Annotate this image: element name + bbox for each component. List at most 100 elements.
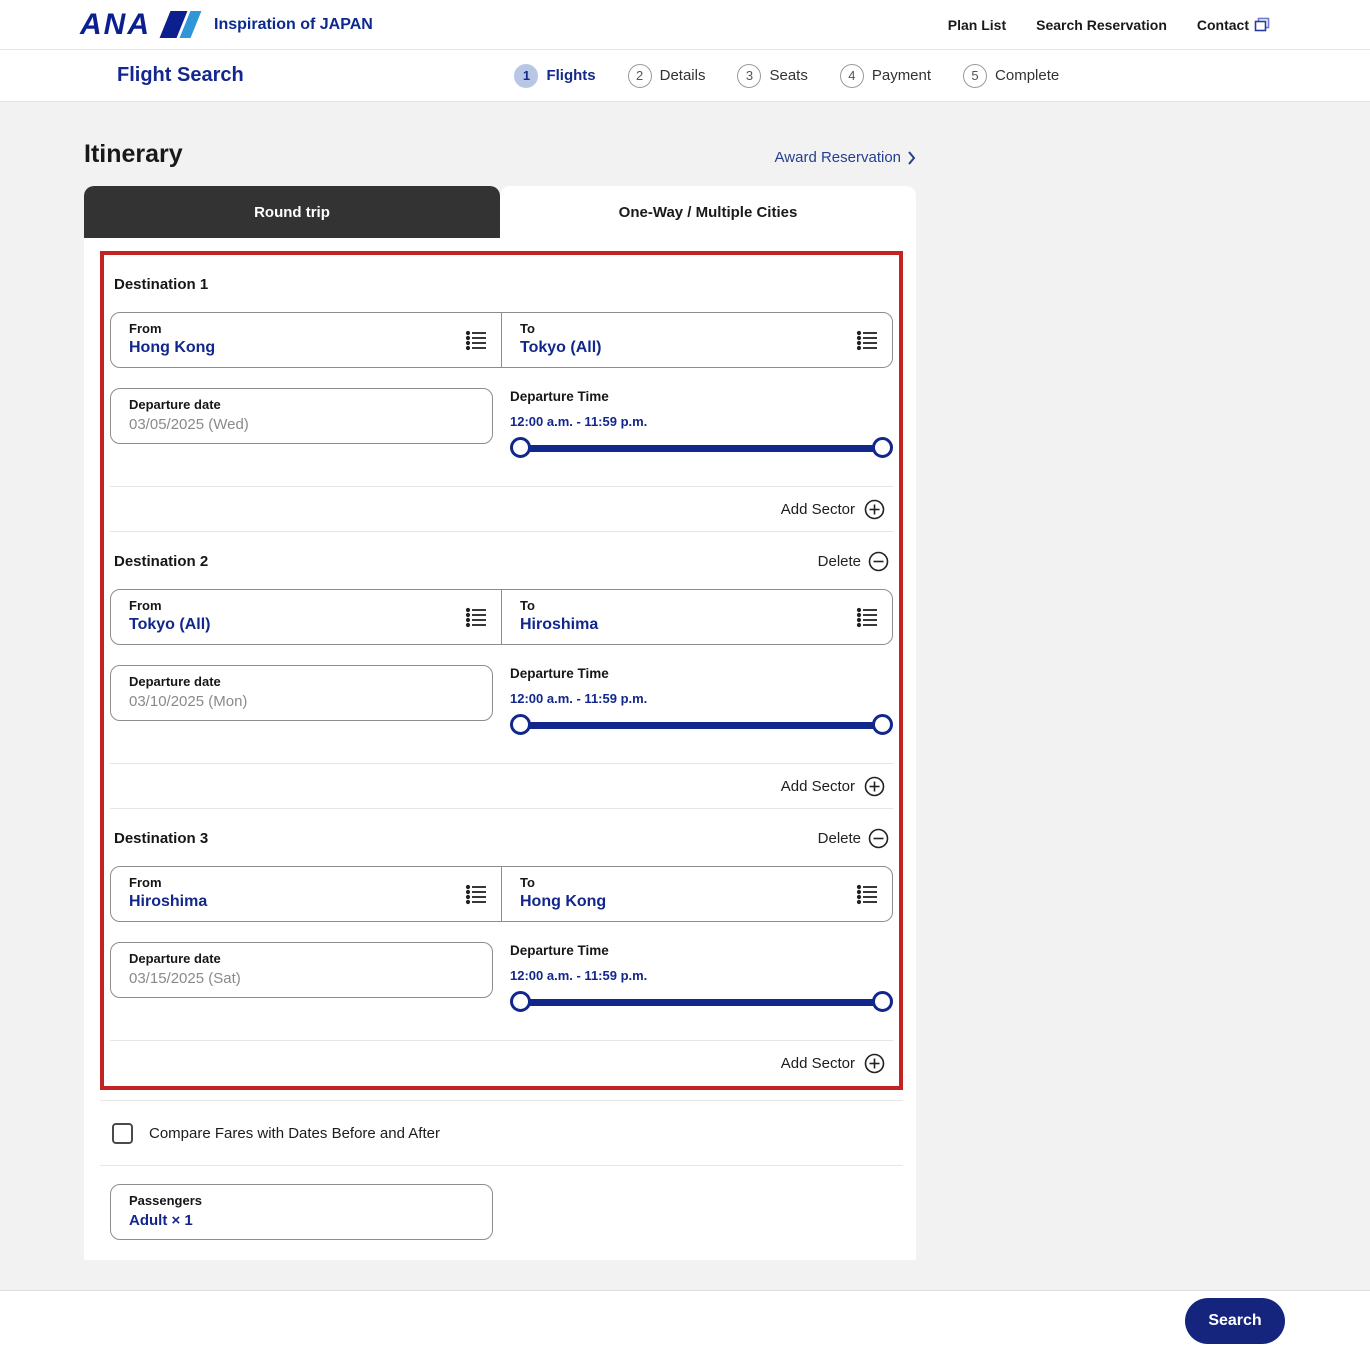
award-reservation-link[interactable]: Award Reservation — [775, 149, 916, 169]
ana-logo[interactable]: ANA Inspiration of JAPAN — [80, 7, 373, 41]
compare-fares-label: Compare Fares with Dates Before and Afte… — [149, 1124, 440, 1142]
to-label: To — [520, 598, 535, 613]
delete-destination-2-button[interactable]: Delete — [818, 551, 889, 572]
passengers-section: Passengers Adult × 1 — [100, 1166, 903, 1260]
delete-label: Delete — [817, 829, 861, 847]
compare-fares-row: Compare Fares with Dates Before and Afte… — [100, 1100, 903, 1166]
step-complete-number: 5 — [963, 63, 988, 88]
step-payment-label: Payment — [871, 67, 932, 84]
departure-time-range: 12:00 a.m. - 11:59 p.m. — [510, 414, 648, 429]
destination-2-from-field[interactable]: From Tokyo (All) — [111, 590, 501, 644]
add-sector-button[interactable]: Add Sector — [781, 1053, 885, 1074]
passengers-label: Passengers — [129, 1193, 202, 1208]
slider-track — [520, 445, 883, 452]
step-details: 2 Details — [627, 63, 706, 88]
nav-contact[interactable]: Contact — [1197, 17, 1270, 33]
nav-plan-list[interactable]: Plan List — [948, 17, 1006, 33]
destination-3-departure-date-field[interactable]: Departure date 03/15/2025 (Sat) — [110, 942, 493, 998]
footer-bar: Search — [0, 1290, 1370, 1350]
top-nav: Plan List Search Reservation Contact — [948, 17, 1270, 33]
from-value: Hong Kong — [129, 339, 216, 356]
destination-3-fromto: From Hiroshima To — [110, 866, 893, 922]
slider-track — [520, 722, 883, 729]
destination-1-date-time-row: Departure date 03/05/2025 (Wed) Departur… — [110, 388, 893, 459]
slider-handle-max[interactable] — [872, 714, 893, 735]
nav-plan-list-label: Plan List — [947, 16, 1007, 33]
add-sector-button[interactable]: Add Sector — [781, 499, 885, 520]
itinerary-card: Destination 1 From Hong Kong — [84, 238, 916, 1260]
search-button[interactable]: Search — [1185, 1298, 1285, 1344]
nav-search-reservation[interactable]: Search Reservation — [1036, 17, 1167, 33]
destination-2-departure-date-field[interactable]: Departure date 03/10/2025 (Mon) — [110, 665, 493, 721]
brand-tagline: Inspiration of JAPAN — [214, 15, 373, 33]
destination-1-section: Destination 1 From Hong Kong — [110, 255, 893, 532]
from-label: From — [129, 875, 162, 890]
departure-date-label: Departure date — [129, 674, 221, 689]
delete-destination-3-button[interactable]: Delete — [818, 828, 889, 849]
passengers-value: Adult × 1 — [129, 1212, 193, 1229]
plus-circle-icon — [864, 776, 885, 797]
destination-1-header: Destination 1 — [110, 269, 893, 299]
departure-date-label: Departure date — [129, 397, 221, 412]
step-seats: 3 Seats — [737, 63, 808, 88]
step-details-number: 2 — [627, 63, 652, 88]
add-sector-button[interactable]: Add Sector — [781, 776, 885, 797]
main-content: Itinerary Award Reservation Round trip O… — [84, 102, 916, 1260]
progress-bar: Flight Search 1 Flights 2 Details 3 Seat… — [0, 50, 1370, 102]
destination-1-fromto: From Hong Kong To — [110, 312, 893, 368]
departure-time-range: 12:00 a.m. - 11:59 p.m. — [510, 691, 648, 706]
page-title: Flight Search — [117, 64, 244, 86]
destination-2-add-sector-row: Add Sector — [110, 763, 893, 809]
from-value: Hiroshima — [129, 893, 208, 910]
destination-1-to-field[interactable]: To Tokyo (All) — [501, 313, 892, 367]
slider-handle-min[interactable] — [510, 437, 531, 458]
tab-round-trip[interactable]: Round trip — [84, 186, 500, 238]
destination-3-section: Destination 3 Delete From Hiroshima — [110, 809, 893, 1086]
slider-handle-max[interactable] — [872, 991, 893, 1012]
destination-2-section: Destination 2 Delete From Tokyo (All) — [110, 532, 893, 809]
plus-circle-icon — [864, 1053, 885, 1074]
destination-3-from-field[interactable]: From Hiroshima — [111, 867, 501, 921]
slider-handle-min[interactable] — [510, 991, 531, 1012]
destination-3-departure-time: Departure Time 12:00 a.m. - 11:59 p.m. — [510, 942, 893, 1013]
chevron-right-icon — [907, 150, 916, 165]
external-window-icon — [1254, 17, 1270, 32]
slider-handle-min[interactable] — [510, 714, 531, 735]
step-flights: 1 Flights — [514, 63, 596, 88]
passengers-field[interactable]: Passengers Adult × 1 — [110, 1184, 493, 1240]
nav-contact-label: Contact — [1196, 16, 1249, 33]
step-payment: 4 Payment — [839, 63, 932, 88]
departure-time-label: Departure Time — [510, 389, 609, 404]
tab-one-way-multiple-cities[interactable]: One-Way / Multiple Cities — [500, 186, 916, 238]
departure-time-slider — [510, 714, 893, 736]
add-sector-label: Add Sector — [780, 500, 855, 518]
destination-2-to-field[interactable]: To Hiroshima — [501, 590, 892, 644]
step-payment-number: 4 — [839, 63, 864, 88]
destination-3-to-field[interactable]: To Hong Kong — [501, 867, 892, 921]
departure-date-value: 03/15/2025 (Sat) — [129, 970, 241, 987]
departure-time-slider — [510, 437, 893, 459]
itinerary-header-row: Itinerary Award Reservation — [84, 102, 916, 169]
ana-slash-icon — [159, 11, 202, 38]
compare-fares-checkbox[interactable] — [112, 1122, 133, 1144]
to-value: Tokyo (All) — [520, 339, 602, 356]
departure-date-value: 03/05/2025 (Wed) — [129, 416, 249, 433]
step-indicator: 1 Flights 2 Details 3 Seats 4 Payment 5 … — [514, 63, 1059, 88]
destination-1-from-field[interactable]: From Hong Kong — [111, 313, 501, 367]
step-details-label: Details — [659, 67, 706, 84]
destination-1-add-sector-row: Add Sector — [110, 486, 893, 532]
slider-handle-max[interactable] — [872, 437, 893, 458]
to-value: Hong Kong — [520, 893, 607, 910]
destination-1-departure-date-field[interactable]: Departure date 03/05/2025 (Wed) — [110, 388, 493, 444]
destination-2-title: Destination 2 — [114, 552, 209, 570]
step-seats-number: 3 — [737, 63, 762, 88]
from-label: From — [129, 598, 162, 613]
ana-logo-text: ANA — [80, 7, 151, 41]
tab-round-trip-label: Round trip — [254, 203, 330, 221]
from-label: From — [129, 321, 162, 336]
destination-2-fromto: From Tokyo (All) To — [110, 589, 893, 645]
top-header: ANA Inspiration of JAPAN Plan List Searc… — [0, 0, 1370, 50]
from-value: Tokyo (All) — [129, 616, 211, 633]
nav-search-reservation-label: Search Reservation — [1036, 16, 1167, 33]
destination-3-add-sector-row: Add Sector — [110, 1040, 893, 1086]
